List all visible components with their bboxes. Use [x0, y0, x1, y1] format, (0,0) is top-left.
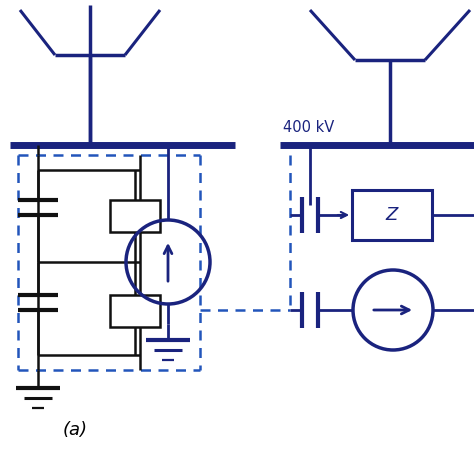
Text: (a): (a): [63, 421, 88, 439]
Bar: [110, 200, 160, 232]
Bar: [352, 190, 432, 240]
Text: Z: Z: [386, 206, 398, 224]
Text: 400 kV: 400 kV: [283, 120, 334, 135]
Bar: [110, 295, 160, 327]
